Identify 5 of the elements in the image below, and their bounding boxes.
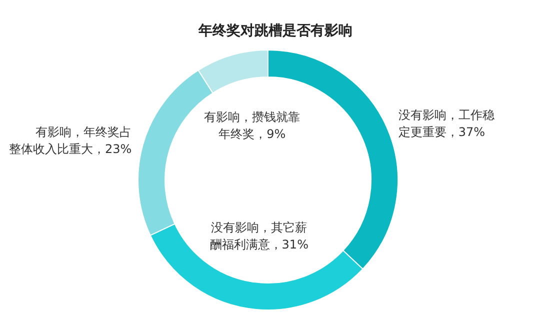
slice-label: 有影响，年终奖占整体收入比重大，23% bbox=[8, 124, 132, 156]
chart-title: 年终奖对跳槽是否有影响 bbox=[197, 22, 354, 40]
slice-label: 没有影响，其它薪酬福利满意，31% bbox=[210, 220, 308, 252]
slice-label: 没有影响，工作稳定更重要，37% bbox=[398, 108, 494, 140]
slice-label: 有影响，攒钱就靠年终奖，9% bbox=[204, 110, 300, 142]
